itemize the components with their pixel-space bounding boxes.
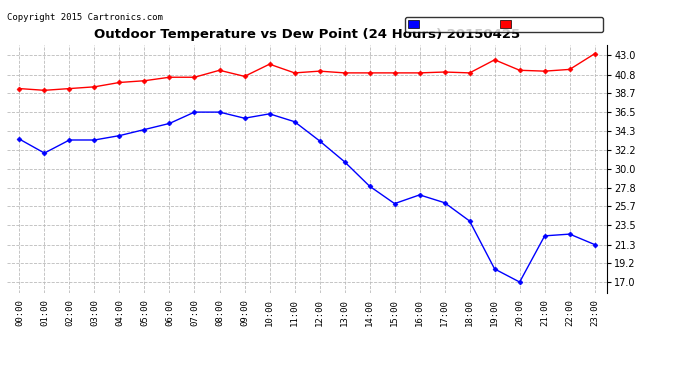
Title: Outdoor Temperature vs Dew Point (24 Hours) 20150425: Outdoor Temperature vs Dew Point (24 Hou… xyxy=(94,28,520,41)
Text: Copyright 2015 Cartronics.com: Copyright 2015 Cartronics.com xyxy=(7,13,163,22)
Legend: Dew Point (°F), Temperature (°F): Dew Point (°F), Temperature (°F) xyxy=(405,17,602,32)
